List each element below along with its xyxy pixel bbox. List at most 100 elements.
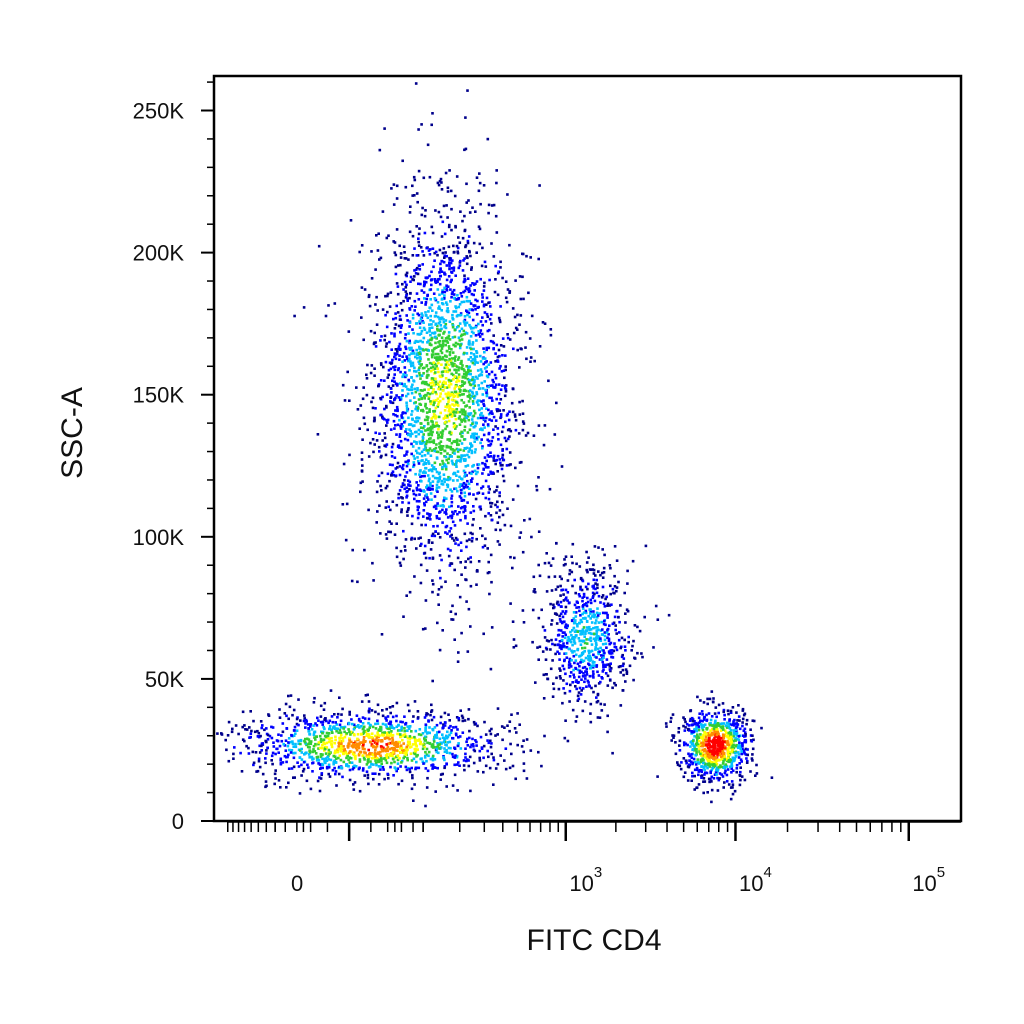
data-point — [418, 374, 422, 377]
data-point — [454, 510, 457, 513]
data-point — [550, 638, 553, 642]
data-point — [413, 739, 417, 743]
data-point — [431, 440, 434, 443]
data-point — [435, 750, 438, 754]
data-point — [434, 380, 437, 384]
data-point — [438, 743, 442, 746]
data-point — [389, 396, 392, 399]
data-point — [413, 750, 417, 754]
data-point — [486, 453, 490, 457]
data-point — [560, 638, 564, 642]
data-point — [391, 401, 395, 405]
data-point — [422, 321, 425, 324]
data-point — [346, 744, 350, 748]
data-point — [390, 733, 394, 737]
data-point — [580, 620, 584, 624]
data-point — [417, 459, 420, 463]
data-point — [501, 463, 504, 467]
data-point — [298, 756, 302, 759]
data-point — [372, 777, 375, 781]
data-point — [334, 735, 337, 739]
data-point — [514, 418, 518, 422]
data-point — [471, 465, 474, 468]
data-point — [617, 616, 620, 619]
data-point — [413, 178, 417, 182]
data-point — [498, 509, 502, 512]
data-point — [294, 732, 297, 735]
data-point — [529, 360, 532, 363]
data-point — [448, 455, 452, 458]
data-point — [413, 747, 417, 751]
data-point — [405, 745, 409, 749]
data-point — [434, 414, 437, 418]
data-point — [499, 464, 503, 467]
data-point — [446, 452, 449, 455]
data-point — [358, 789, 362, 793]
data-point — [434, 406, 438, 410]
data-point — [707, 712, 711, 715]
data-point — [377, 384, 380, 388]
data-point — [431, 579, 434, 582]
data-point — [455, 763, 459, 766]
data-point — [436, 352, 440, 356]
data-point — [414, 742, 417, 746]
data-point — [581, 612, 584, 616]
data-point — [466, 464, 470, 467]
data-point — [431, 767, 434, 770]
data-point — [456, 378, 459, 381]
data-point — [384, 749, 388, 753]
data-point — [395, 352, 399, 356]
data-point — [362, 743, 365, 747]
data-point — [581, 617, 585, 620]
data-point — [364, 730, 368, 734]
data-point — [423, 418, 427, 422]
data-point — [277, 779, 281, 782]
data-point — [437, 479, 440, 483]
data-point — [429, 481, 432, 485]
data-point — [422, 509, 426, 512]
data-point — [700, 725, 704, 728]
data-point — [412, 175, 416, 179]
data-point — [443, 366, 447, 370]
data-point — [419, 740, 422, 744]
data-point — [455, 441, 459, 444]
data-point — [444, 171, 448, 175]
data-point — [543, 561, 547, 565]
data-point — [318, 734, 322, 738]
data-point — [597, 628, 600, 632]
data-point — [431, 427, 434, 430]
data-point — [390, 445, 394, 449]
data-point — [592, 673, 595, 676]
data-point — [437, 434, 440, 437]
data-point — [563, 620, 566, 623]
data-point — [448, 505, 451, 509]
data-point — [460, 442, 464, 445]
data-point — [379, 484, 382, 488]
data-point — [316, 433, 320, 436]
data-point — [409, 205, 412, 208]
data-point — [469, 372, 472, 376]
data-point — [373, 374, 376, 377]
data-point — [443, 273, 447, 276]
data-point — [626, 569, 629, 573]
data-point — [619, 665, 622, 668]
data-point — [604, 623, 607, 627]
data-point — [402, 557, 405, 561]
data-point — [415, 225, 418, 228]
data-point — [398, 318, 402, 321]
data-point — [418, 470, 422, 473]
data-point — [406, 740, 410, 743]
data-point — [568, 657, 572, 661]
data-point — [497, 392, 501, 396]
data-point — [405, 496, 408, 499]
data-point — [464, 483, 468, 487]
data-point — [508, 410, 511, 413]
data-point — [482, 416, 485, 420]
data-point — [462, 372, 466, 376]
data-point — [408, 740, 411, 744]
data-point — [586, 600, 590, 604]
data-point — [439, 317, 443, 321]
data-point — [737, 753, 741, 756]
data-point — [408, 746, 412, 749]
data-point — [253, 730, 257, 734]
